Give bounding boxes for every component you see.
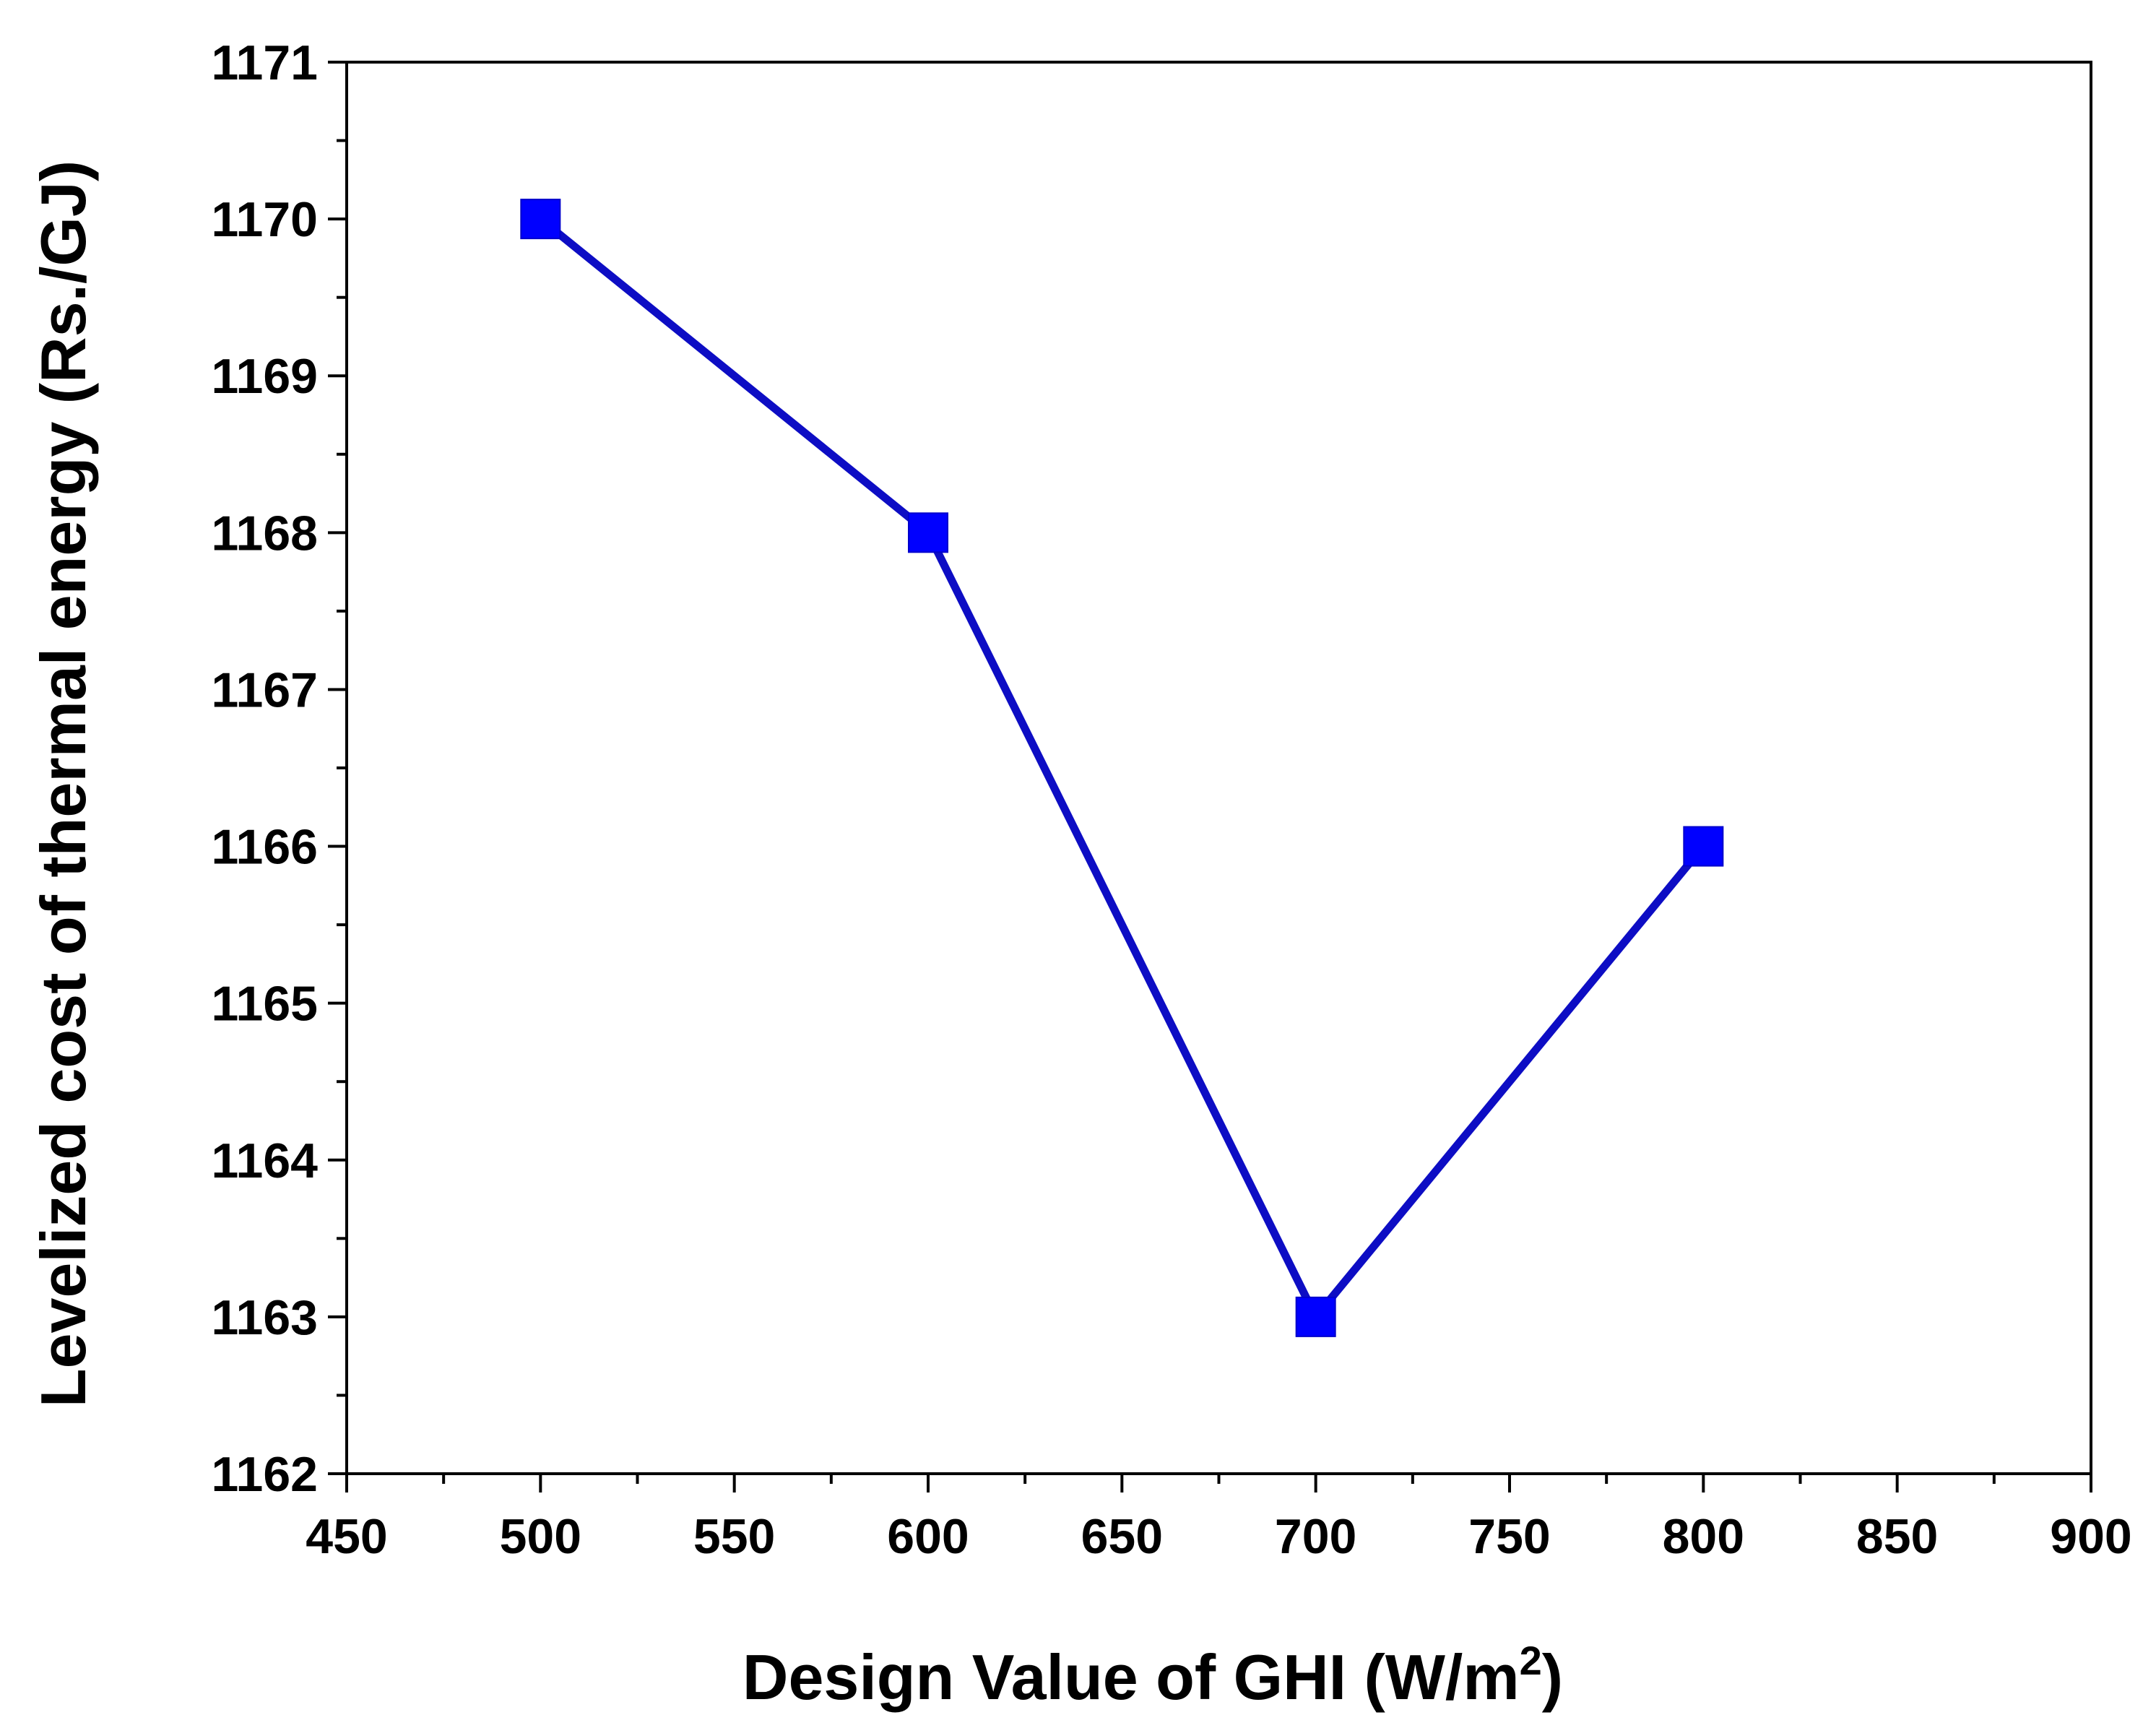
y-tick-label: 1168 <box>211 506 318 561</box>
x-axis-title: Design Value of GHI (W/m2) <box>743 1638 1563 1713</box>
x-tick-label: 600 <box>887 1509 969 1564</box>
y-tick-label: 1171 <box>211 35 318 90</box>
data-point-marker <box>908 512 948 553</box>
x-axis-title-suffix: ) <box>1542 1641 1563 1713</box>
x-tick-label: 900 <box>2050 1509 2131 1564</box>
x-tick-label: 700 <box>1275 1509 1356 1564</box>
y-tick-label: 1162 <box>211 1447 318 1502</box>
x-tick-label: 750 <box>1468 1509 1550 1564</box>
y-tick-label: 1163 <box>211 1290 318 1345</box>
y-tick-label: 1165 <box>211 977 318 1032</box>
series-layer <box>520 199 1724 1337</box>
y-axis-title: Levelized cost of thermal energy (Rs./GJ… <box>27 160 99 1407</box>
x-axis-title-main: Design Value of GHI (W/m <box>743 1641 1520 1713</box>
data-point-marker <box>1295 1296 1336 1337</box>
y-tick-label: 1166 <box>211 820 318 875</box>
x-tick-label: 500 <box>500 1509 581 1564</box>
x-axis-title-superscript: 2 <box>1520 1638 1542 1683</box>
data-point-marker <box>520 199 561 240</box>
y-tick-label: 1164 <box>211 1133 318 1188</box>
x-tick-label: 850 <box>1856 1509 1938 1564</box>
x-tick-label: 450 <box>306 1509 387 1564</box>
y-tick-label: 1170 <box>211 192 318 247</box>
y-tick-label: 1169 <box>211 349 318 404</box>
series-line <box>537 215 1707 1321</box>
x-tick-label: 650 <box>1081 1509 1163 1564</box>
axes-layer: 450 500 550 600 650 700 750 800 850 900 1162 1163 11… <box>211 35 2131 1564</box>
data-point-marker <box>1683 826 1724 867</box>
x-tick-label: 800 <box>1663 1509 1744 1564</box>
x-tick-label: 550 <box>693 1509 775 1564</box>
y-tick-label: 1167 <box>211 662 318 717</box>
